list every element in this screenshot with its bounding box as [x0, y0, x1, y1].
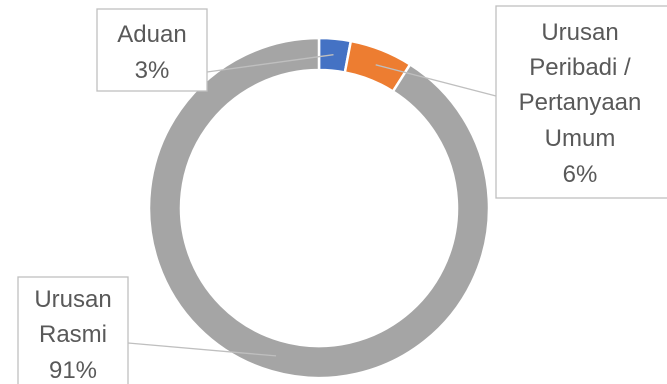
callout-urusan-rasmi-box [17, 276, 129, 384]
leader-line-urusan-rasmi [127, 342, 277, 357]
callout-aduan-line-2: 3% [135, 57, 170, 84]
callout-urusan-rasmi-line-2: Rasmi [39, 321, 107, 348]
callout-urusan-peribadi: Urusan Peribadi / Pertanyaan Umum 6% [495, 5, 667, 199]
callout-urusan-peribadi-line-4: Umum [545, 125, 616, 152]
callout-urusan-peribadi-line-2: Peribadi / [529, 54, 631, 81]
donut-slices [147, 36, 491, 380]
callout-urusan-rasmi-line-1: Urusan [34, 286, 111, 313]
callout-urusan-peribadi-box [495, 5, 667, 199]
callout-urusan-rasmi: Urusan Rasmi 91% [17, 276, 129, 384]
callout-aduan-box [96, 8, 208, 92]
callout-urusan-rasmi-line-3: 91% [49, 357, 97, 384]
leader-line-aduan [206, 54, 334, 73]
callout-urusan-peribadi-line-5: 6% [563, 161, 598, 188]
leader-lines [127, 54, 497, 357]
callout-aduan: Aduan 3% [96, 8, 208, 92]
slice-urusan-rasmi [147, 36, 491, 380]
callout-urusan-peribadi-line-3: Pertanyaan [519, 89, 642, 116]
leader-line-urusan-peribadi [375, 64, 497, 97]
callout-urusan-peribadi-line-1: Urusan [541, 19, 618, 46]
callout-aduan-line-1: Aduan [117, 21, 186, 48]
